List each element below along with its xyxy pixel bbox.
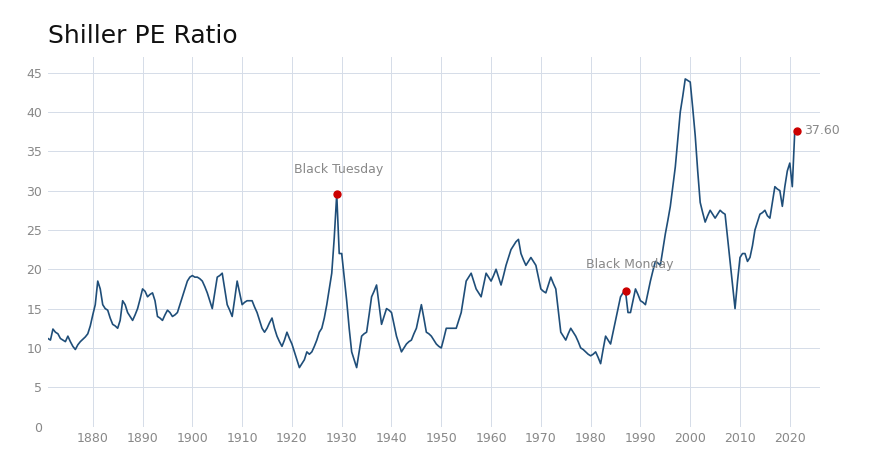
Text: Black Tuesday: Black Tuesday (295, 164, 384, 176)
Text: Black Monday: Black Monday (586, 258, 673, 271)
Text: 37.60: 37.60 (804, 124, 840, 137)
Text: Shiller PE Ratio: Shiller PE Ratio (48, 24, 237, 48)
